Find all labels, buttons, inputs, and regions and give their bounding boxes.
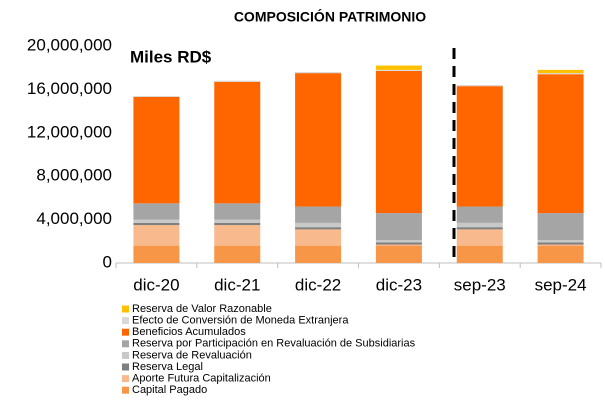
bar-segment [133,219,180,223]
bar-segment [295,245,342,263]
bar-segment [456,85,503,87]
bar-segment [375,65,422,70]
bar-segment [295,73,342,207]
bar-segment [375,70,422,214]
y-tick-label: 16,000,000 [27,79,112,98]
annotation: Miles RD$ [130,47,212,66]
bar-segment [214,81,261,204]
bar-segment [375,213,422,241]
y-tick-label: 0 [103,252,112,271]
bar-segment [456,245,503,263]
y-tick-label: 4,000,000 [36,209,112,228]
legend-swatch [122,375,129,383]
bar-segment [214,203,261,220]
bar-segment [537,240,584,243]
bar-segment [295,222,342,228]
legend-swatch [122,317,129,325]
bar-segment [537,213,584,241]
bar-segment [295,227,342,230]
bar-segment [133,225,180,246]
bar-segment [214,222,261,226]
bar-segment [456,222,503,228]
x-tick-label: dic-21 [214,275,260,294]
bar-segment [537,74,584,214]
bar-segment [537,69,584,74]
y-tick-label: 8,000,000 [36,166,112,185]
bar-segment [537,73,584,75]
x-tick-label: dic-23 [376,275,422,294]
legend-swatch [122,340,129,348]
bar-segment [295,229,342,246]
bar-segment [133,245,180,263]
bar-segment [537,242,584,245]
bar-segment [133,203,180,220]
bar-segment [295,72,342,74]
legend-label: Efecto de Conversión de Moneda Extranjer… [132,315,349,327]
legend-label: Reserva de Valor Razonable [132,303,272,315]
bar-segment [214,80,261,82]
bar-segment [133,96,180,204]
bar-segment [375,244,422,246]
legend-swatch [122,328,129,336]
bar-segment [456,206,503,223]
y-tick-label: 20,000,000 [27,35,112,54]
bar-segment [214,225,261,246]
bar-segment [133,95,180,97]
x-tick-label: dic-22 [295,275,341,294]
bar-segment [375,242,422,245]
bar-segment [214,219,261,223]
legend-label: Aporte Futura Capitalización [132,373,271,385]
y-tick-label: 12,000,000 [27,122,112,141]
legend-label: Reserva Legal [132,361,203,373]
legend-label: Reserva por Participación en Revaluación… [132,338,416,350]
legend-label: Beneficios Acumulados [132,326,246,338]
bar-segment [295,206,342,223]
bar-segment [456,229,503,246]
bar-segment [375,69,422,71]
legend-swatch [122,351,129,359]
legend-swatch [122,305,129,313]
bar-segment [214,245,261,263]
bar-segment [456,86,503,207]
legend-swatch [122,386,129,394]
legend-swatch [122,363,129,371]
bar-segment [375,240,422,243]
chart-title: COMPOSICIÓN PATRIMONIO [234,8,426,25]
legend-label: Reserva de Revaluación [132,349,252,361]
x-tick-label: sep-23 [454,275,506,294]
x-tick-label: sep-24 [535,275,587,294]
bar-segment [133,222,180,226]
legend-label: Capital Pagado [132,384,207,396]
bar-segment [537,245,584,263]
bar-segment [456,227,503,230]
x-tick-label: dic-20 [133,275,179,294]
bar-segment [537,244,584,246]
bar-segment [375,245,422,263]
